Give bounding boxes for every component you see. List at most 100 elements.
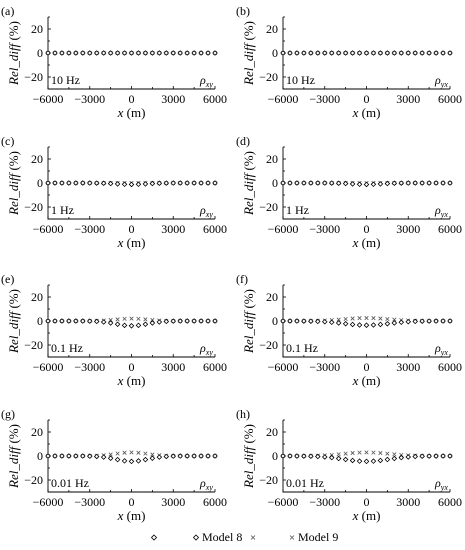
marker-model-8 [280, 453, 286, 459]
marker-model-8 [447, 180, 453, 186]
series-model-8 [280, 50, 453, 56]
marker-model-8 [163, 180, 170, 186]
panel-a: 20 0 −20 −6000 −3000 0 3000 6000 x (m) Rel_diff (… [1, 4, 227, 120]
marker-model-8 [294, 50, 300, 56]
marker-model-8 [315, 180, 321, 186]
marker-model-9 [350, 450, 355, 456]
y-tick-label: −20 [24, 200, 43, 214]
marker-model-8 [398, 50, 405, 56]
y-tick-label: −20 [24, 70, 43, 84]
marker-model-9 [392, 317, 397, 322]
marker-model-8 [135, 322, 142, 329]
marker-model-8 [308, 50, 314, 56]
marker-model-9 [343, 316, 348, 322]
frequency-label: 10 Hz [286, 73, 315, 87]
y-tick-label: −20 [259, 70, 278, 84]
marker-model-8 [342, 180, 349, 187]
marker-model-8 [328, 180, 335, 186]
marker-model-8 [205, 318, 211, 324]
marker-model-8 [93, 453, 100, 460]
x-tick-label: −3000 [74, 360, 105, 374]
series-model-9 [45, 450, 218, 459]
marker-model-8 [419, 318, 425, 324]
marker-model-8 [384, 456, 391, 463]
marker-model-8 [177, 318, 183, 324]
panel-e: 20 0 −20 −6000 −3000 0 3000 6000 x (m) Rel_diff (… [1, 272, 227, 388]
marker-model-8 [80, 180, 86, 186]
marker-model-8 [363, 181, 370, 188]
y-axis-label: Rel_diff (%) [241, 424, 256, 489]
x-axis-label: x (m) [352, 235, 381, 250]
marker-model-8 [301, 318, 307, 324]
marker-model-8 [184, 50, 190, 56]
marker-model-8 [349, 321, 356, 328]
marker-model-8 [156, 319, 163, 325]
x-tick-label: 0 [129, 222, 135, 236]
marker-model-8 [301, 50, 307, 56]
marker-model-8 [156, 180, 163, 187]
y-tick-label: 20 [31, 290, 43, 304]
marker-model-8 [405, 319, 412, 325]
marker-model-8 [135, 458, 142, 464]
marker-model-8 [391, 50, 398, 56]
marker-model-8 [107, 50, 114, 56]
marker-model-8 [170, 318, 177, 324]
x-axis-label: x (m) [352, 373, 381, 388]
marker-model-8 [405, 50, 412, 56]
marker-model-9 [108, 452, 113, 457]
marker-model-8 [440, 50, 446, 56]
x-tick-label: 3000 [396, 222, 420, 236]
marker-model-8 [163, 50, 170, 56]
marker-model-8 [391, 455, 398, 462]
frequency-label: 1 Hz [286, 203, 309, 217]
marker-model-8 [212, 318, 218, 324]
x-tick-label: 6000 [438, 360, 462, 374]
y-tick-label: −20 [259, 473, 278, 487]
frequency-label: 0.1 Hz [286, 341, 318, 355]
marker-model-8 [170, 180, 177, 186]
marker-model-8 [142, 50, 149, 56]
y-axis-label: Rel_diff (%) [6, 424, 21, 489]
marker-model-8 [93, 50, 100, 56]
rho-label: ρxy [199, 341, 213, 357]
marker-model-8 [73, 318, 79, 324]
marker-model-8 [59, 180, 65, 186]
marker-model-8 [177, 180, 183, 186]
marker-model-8 [335, 50, 342, 56]
marker-model-9 [385, 316, 390, 322]
marker-model-8 [114, 50, 121, 56]
marker-model-9 [115, 451, 120, 456]
marker-model-8 [447, 50, 453, 56]
marker-model-8 [426, 50, 432, 56]
marker-model-8 [135, 181, 142, 188]
panel-label: (b) [236, 4, 250, 18]
y-tick-label: 20 [266, 22, 278, 36]
x-tick-label: 6000 [438, 92, 462, 106]
marker-model-8 [114, 181, 121, 187]
y-axis-label: Rel_diff (%) [6, 21, 21, 86]
marker-model-8 [377, 321, 384, 328]
marker-model-8 [59, 453, 65, 459]
series-model-8 [280, 318, 453, 328]
marker-model-8 [363, 50, 370, 56]
frequency-label: 0.01 Hz [286, 476, 324, 490]
marker-model-8 [426, 180, 432, 186]
marker-model-8 [301, 453, 307, 459]
marker-model-9 [371, 450, 376, 455]
panel-c: 20 0 −20 −6000 −3000 0 3000 6000 x (m) Rel_diff (… [1, 134, 227, 250]
x-tick-label: −3000 [74, 222, 105, 236]
y-tick-label: 0 [37, 46, 43, 60]
legend-label: Model 8 [202, 530, 242, 544]
marker-model-9 [385, 451, 390, 456]
legend-marker-model-8 [192, 534, 200, 541]
series-model-9 [280, 315, 453, 324]
marker-model-8 [433, 180, 439, 186]
marker-model-8 [163, 318, 170, 325]
marker-model-8 [363, 322, 370, 328]
marker-model-8 [308, 453, 314, 460]
panel-label: (h) [236, 407, 250, 421]
marker-model-8 [370, 50, 377, 56]
marker-model-8 [93, 318, 100, 325]
x-axis-label: x (m) [352, 105, 381, 120]
x-tick-label: −6000 [268, 222, 299, 236]
